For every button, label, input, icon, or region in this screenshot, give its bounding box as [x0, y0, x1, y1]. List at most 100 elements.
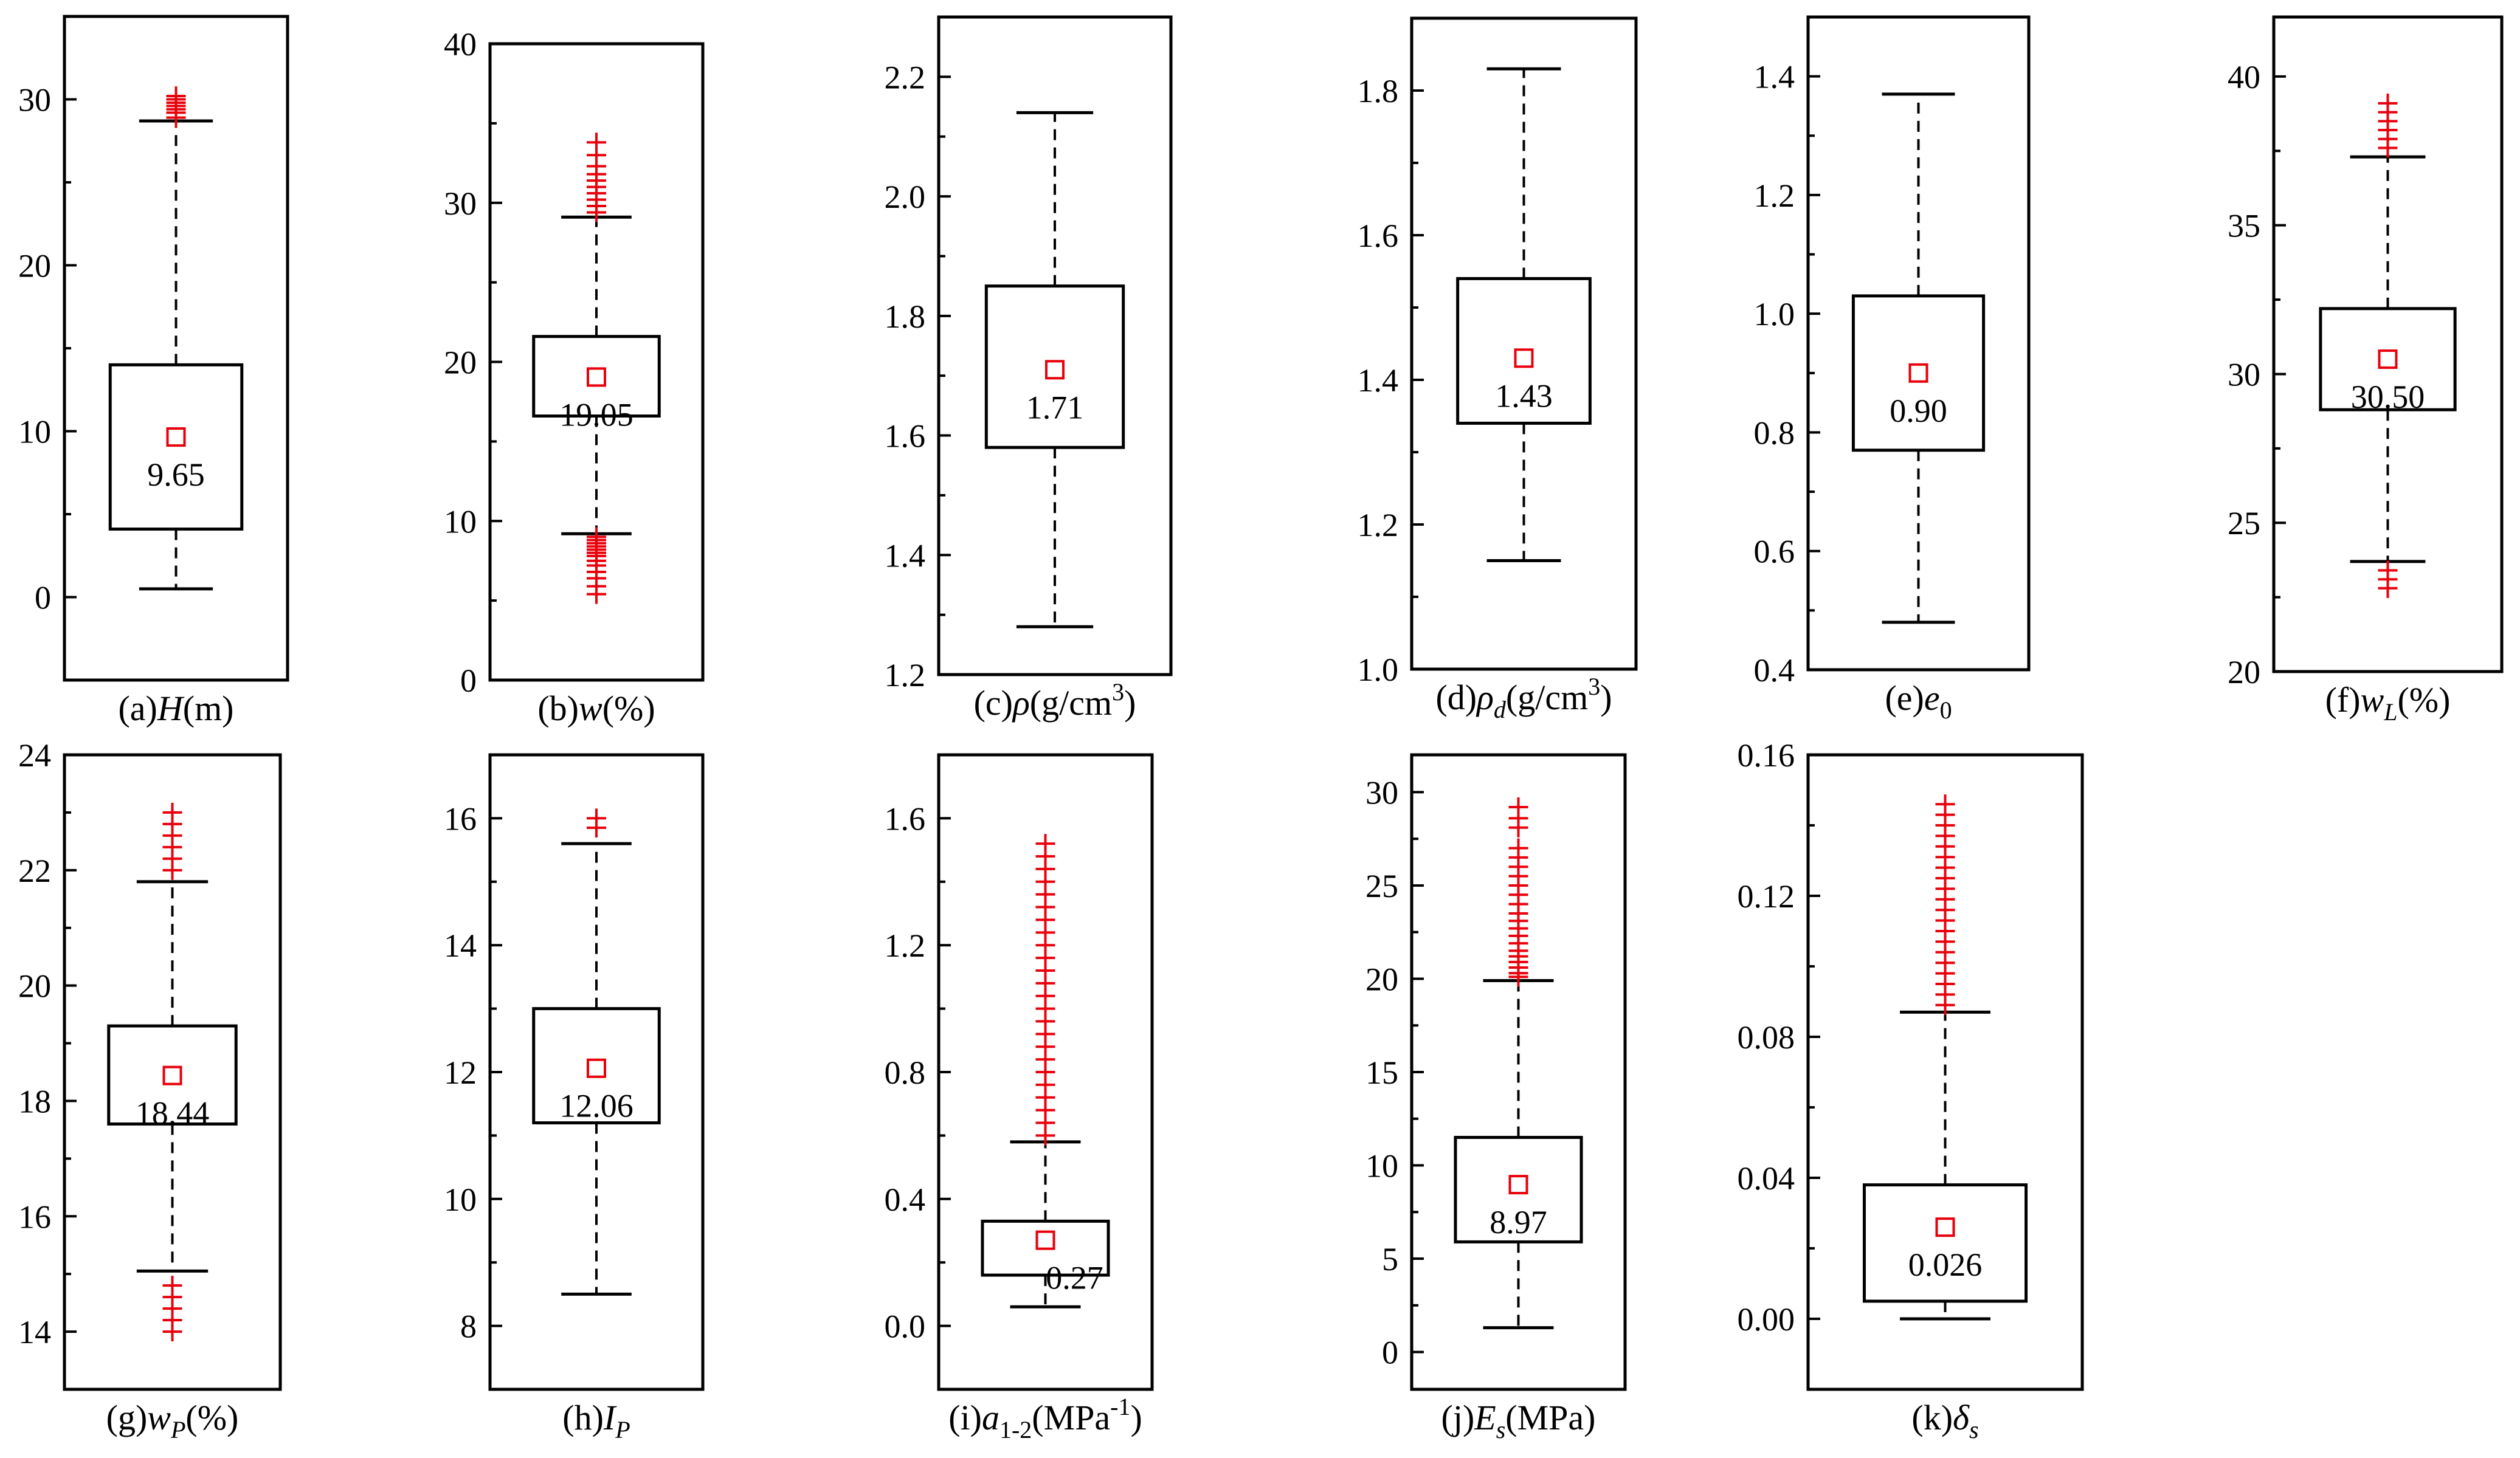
mean-marker: [587, 367, 606, 387]
iqr-box: [108, 363, 244, 531]
y-tick-label: 1.6: [885, 800, 926, 837]
y-tick-label: 1.2: [885, 657, 926, 693]
panel-d: 1.0 1.2 1.4 1.6 1.8 1.43 (d)ρd(g/cm3): [1358, 16, 1638, 723]
y-tick-label: 0: [35, 580, 51, 616]
y-tick-label: 1.4: [1754, 59, 1795, 95]
mean-label: 30.50: [2351, 379, 2425, 415]
mean-marker: [2378, 349, 2398, 369]
outlier-point: [587, 527, 606, 547]
y-tick-label: 20: [18, 968, 51, 1005]
panel-j: 0 5 10 15 20 25 30 8.97 (j)Es(MPa): [1365, 753, 1627, 1443]
mean-marker: [1514, 348, 1534, 368]
y-tick-label: 0.00: [1738, 1301, 1795, 1338]
x-axis-title: (j)Es(MPa): [1441, 1398, 1596, 1443]
y-tick-label: 22: [18, 853, 51, 889]
y-tick-label: 14: [18, 1314, 51, 1350]
y-tick-label: 35: [2228, 208, 2260, 244]
mean-marker: [166, 427, 186, 447]
x-axis-title: (d)ρd(g/cm3): [1435, 673, 1612, 723]
plot-frame: [1806, 753, 2084, 1391]
y-tick-label: 0.4: [1754, 652, 1795, 689]
mean-marker: [1035, 1230, 1055, 1250]
x-axis-title: (k)δs: [1911, 1398, 1978, 1443]
panel-a: 0 10 20 30 9.65 (a)H(m): [18, 15, 289, 728]
y-tick-label: 24: [18, 737, 51, 774]
panel-g: 14 16 18 20 22 24 18.44 (g)wP(%): [18, 737, 282, 1443]
y-tick-label: 14: [444, 927, 477, 964]
mean-label: 0.90: [1890, 393, 1947, 429]
panel-h: 8 10 12 14 16 12.06 (h)IP: [444, 753, 705, 1443]
y-tick-label: 1.2: [1358, 507, 1399, 543]
y-tick-label: 20: [18, 248, 51, 284]
y-tick-label: 25: [2228, 505, 2260, 542]
y-tick-label: 1.2: [885, 927, 926, 964]
iqr-box: [1456, 277, 1592, 425]
mean-marker: [1908, 363, 1928, 383]
y-tick-label: 12: [444, 1054, 477, 1091]
plot-frame: [937, 15, 1173, 676]
y-tick-label: 0.12: [1738, 878, 1795, 915]
y-tick-label: 1.4: [1358, 362, 1399, 399]
y-tick-label: 1.0: [1754, 296, 1795, 332]
x-axis-title: (a)H(m): [118, 689, 233, 728]
y-tick-label: 40: [2228, 59, 2260, 95]
plot-frame: [1410, 16, 1638, 671]
mean-label: 18.44: [136, 1095, 210, 1132]
outlier-point: [166, 86, 186, 106]
y-tick-label: 0.0: [885, 1308, 926, 1345]
iqr-box: [2319, 307, 2457, 411]
y-tick-label: 0.8: [1754, 414, 1795, 451]
y-tick-label: 16: [444, 800, 477, 837]
y-tick-label: 0: [460, 662, 477, 699]
y-tick-label: 18: [18, 1083, 51, 1119]
y-tick-label: 0.08: [1738, 1019, 1795, 1056]
y-tick-label: 2.0: [885, 179, 926, 215]
y-tick-label: 10: [444, 1181, 477, 1218]
iqr-box: [1454, 1135, 1583, 1243]
panel-i: 0.0 0.4 0.8 1.2 1.6 0.27 (i)a1-2(MPa-1): [885, 753, 1154, 1443]
y-tick-label: 0.16: [1738, 737, 1795, 774]
y-tick-label: 20: [2228, 654, 2260, 690]
mean-marker: [1935, 1217, 1955, 1237]
y-tick-label: 1.6: [885, 418, 926, 455]
y-tick-label: 20: [444, 345, 477, 381]
x-axis-title: (b)w(%): [537, 689, 655, 728]
mean-label: 19.05: [559, 396, 633, 433]
outlier-point: [2378, 560, 2398, 580]
y-tick-label: 10: [444, 503, 477, 540]
y-tick-label: 0.4: [885, 1181, 926, 1218]
y-tick-label: 16: [18, 1198, 51, 1235]
y-tick-label: 30: [2228, 356, 2260, 393]
y-tick-label: 1.8: [885, 298, 926, 335]
mean-label: 0.026: [1908, 1247, 1983, 1283]
x-axis-title: (f)wL(%): [2325, 680, 2451, 726]
y-tick-label: 20: [1365, 961, 1398, 997]
y-tick-label: 30: [18, 82, 51, 119]
iqr-box: [107, 1024, 238, 1126]
y-tick-label: 2.2: [885, 59, 926, 95]
outlier-point: [1035, 834, 1055, 854]
y-tick-label: 30: [444, 185, 477, 222]
x-axis-title: (c)ρ(g/cm3): [974, 678, 1136, 723]
plot-frame: [63, 753, 282, 1391]
y-tick-label: 1.2: [1754, 177, 1795, 214]
y-tick-label: 0: [1382, 1335, 1398, 1371]
iqr-box: [984, 284, 1125, 449]
mean-label: 1.43: [1495, 377, 1553, 414]
plot-frame: [1806, 15, 2031, 672]
x-axis-title: (i)a1-2(MPa-1): [948, 1393, 1142, 1443]
y-tick-label: 0.8: [885, 1054, 926, 1091]
mean-marker: [162, 1065, 182, 1085]
mean-marker: [587, 1058, 606, 1078]
y-tick-label: 30: [1365, 774, 1398, 811]
mean-label: 8.97: [1490, 1204, 1547, 1240]
panel-e: 0.4 0.6 0.8 1.0 1.2 1.4 0.90 (e)e0: [1754, 15, 2031, 724]
y-tick-label: 1.4: [885, 537, 926, 574]
panel-f: 20 25 30 35 40 30.50 (f)wL(%): [2228, 15, 2504, 726]
y-tick-label: 8: [460, 1308, 477, 1345]
iqr-box: [1862, 1183, 2028, 1303]
outlier-point: [1508, 838, 1528, 858]
outlier-point: [2378, 93, 2398, 113]
y-tick-label: 15: [1365, 1054, 1398, 1091]
y-tick-label: 10: [18, 414, 51, 450]
